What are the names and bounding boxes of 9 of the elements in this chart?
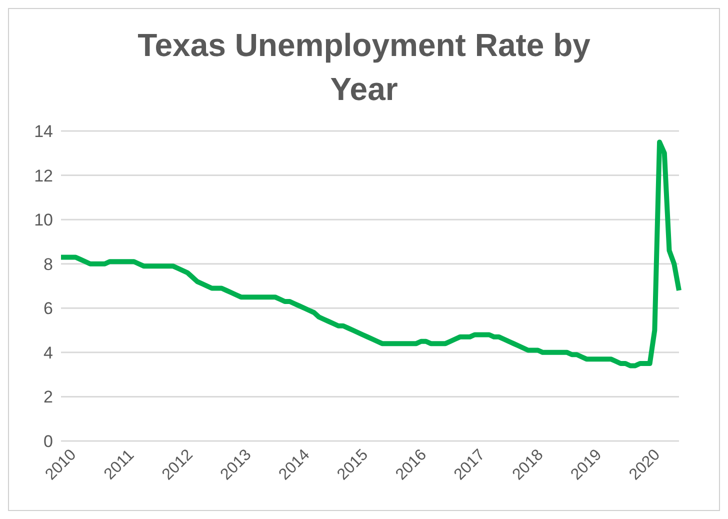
y-tick-label: 14 bbox=[34, 122, 53, 142]
chart-title: Texas Unemployment Rate by Year bbox=[136, 26, 592, 109]
y-tick-label: 10 bbox=[34, 210, 53, 230]
y-tick-label: 0 bbox=[44, 432, 53, 452]
y-tick-label: 4 bbox=[44, 343, 53, 362]
y-tick-label: 8 bbox=[44, 254, 53, 274]
y-tick-label: 6 bbox=[44, 299, 53, 318]
y-tick-label: 12 bbox=[34, 166, 53, 186]
y-tick-label: 2 bbox=[44, 388, 53, 407]
